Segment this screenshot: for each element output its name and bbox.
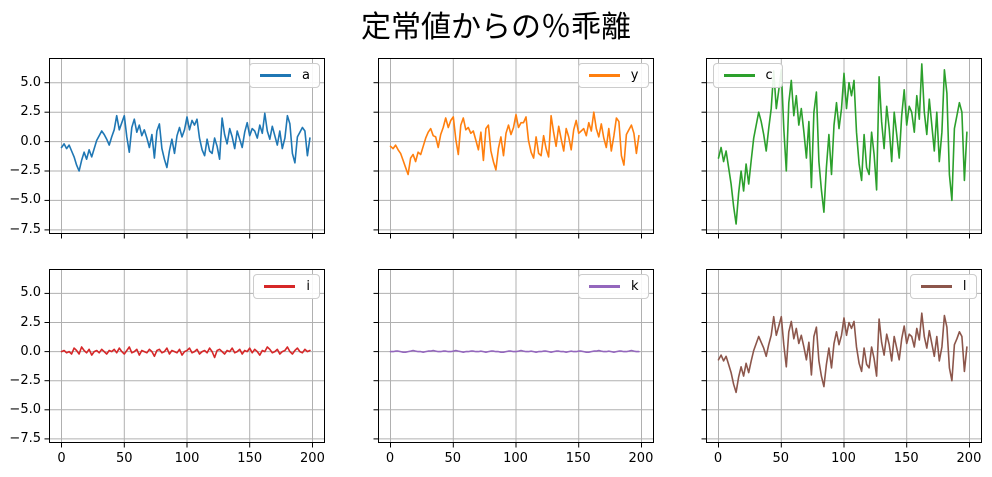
series-line-c <box>717 63 968 225</box>
axis-ticks <box>701 292 970 448</box>
y-tick-label: 5.0 <box>20 285 41 301</box>
x-tick-label: 0 <box>713 451 723 466</box>
x-tick-label: 150 <box>565 451 591 466</box>
legend-box-i: i <box>253 274 320 299</box>
gridlines <box>49 58 325 234</box>
axes-spines <box>705 269 982 443</box>
figure-title: 定常値からの％乖離 <box>361 10 631 45</box>
y-tick-label: −7.5 <box>9 221 41 237</box>
axis-ticks <box>44 82 313 239</box>
x-tick-label: 50 <box>444 451 462 466</box>
legend-line-sample <box>588 74 620 77</box>
series-line-i <box>60 346 311 359</box>
subplot-k: k 0 50 100 150 200 <box>373 269 654 465</box>
legend-box-k: k <box>577 274 649 299</box>
y-tick-label: −2.5 <box>9 163 41 179</box>
x-tick-label: 150 <box>237 451 263 466</box>
axes-spines <box>705 58 982 234</box>
subplot-c: c <box>701 58 982 239</box>
legend-line-sample <box>264 285 296 288</box>
subplot-a: a 5.0 2.5 0.0 −2.5 −5.0 −7.5 <box>9 58 325 239</box>
x-tick-label: 100 <box>503 451 528 466</box>
x-tick-label: 200 <box>956 451 982 466</box>
gridlines <box>705 269 982 443</box>
plot-area-c <box>701 58 982 239</box>
legend-box-c: c <box>712 63 783 88</box>
axes-spines <box>377 269 654 443</box>
series-line-y <box>389 111 640 176</box>
axis-ticks <box>373 82 642 239</box>
legend-label: i <box>306 279 310 294</box>
y-tick-label: −2.5 <box>9 372 41 388</box>
legend-box-a: a <box>249 63 320 88</box>
x-tick-label: 50 <box>772 451 790 466</box>
series-line-l <box>717 312 968 394</box>
y-tick-label: 0.0 <box>20 133 41 149</box>
series-line-k <box>389 349 640 353</box>
legend-line-sample <box>723 74 755 77</box>
series-line-a <box>60 112 311 172</box>
x-tick-label: 0 <box>57 451 66 466</box>
legend-box-y: y <box>577 63 649 88</box>
plot-area-a <box>44 58 325 239</box>
axis-ticks <box>701 82 970 239</box>
x-tick-label: 150 <box>893 451 919 466</box>
x-tick-label: 100 <box>174 451 200 466</box>
legend-label: c <box>765 68 773 83</box>
y-tick-label: 0.0 <box>20 343 41 359</box>
axis-ticks <box>44 292 313 448</box>
legend-line-sample <box>588 285 620 288</box>
subplot-l: l 0 50 100 150 200 <box>701 269 982 465</box>
y-tick-label: 2.5 <box>20 104 41 120</box>
y-tick-label: −5.0 <box>9 401 41 417</box>
x-tick-label: 200 <box>628 451 654 466</box>
x-tick-label: 0 <box>385 451 395 466</box>
axes-spines <box>49 269 325 443</box>
subplot-y: y <box>373 58 654 239</box>
plot-area-l <box>701 269 982 448</box>
x-tick-label: 100 <box>831 451 856 466</box>
legend-label: a <box>302 68 310 83</box>
x-tick-label: 200 <box>300 451 325 466</box>
gridlines <box>49 269 325 443</box>
x-tick-label: 50 <box>115 451 133 466</box>
axes-spines <box>49 58 325 234</box>
legend-box-l: l <box>909 274 977 299</box>
axes-spines <box>377 58 654 234</box>
y-tick-label: 5.0 <box>20 74 41 90</box>
legend-label: k <box>630 279 639 294</box>
subplot-i: i 5.0 2.5 0.0 −2.5 −5.0 −7.5 0 50 100 150 200 <box>9 269 325 465</box>
legend-label: y <box>630 68 639 83</box>
y-tick-label: −5.0 <box>9 192 41 208</box>
legend-line-sample <box>260 74 292 77</box>
plot-area-i <box>44 269 325 448</box>
y-tick-label: −7.5 <box>9 430 41 446</box>
legend-line-sample <box>920 285 952 288</box>
axis-ticks <box>373 292 642 448</box>
y-tick-label: 2.5 <box>20 314 41 330</box>
legend-label: l <box>962 279 967 294</box>
